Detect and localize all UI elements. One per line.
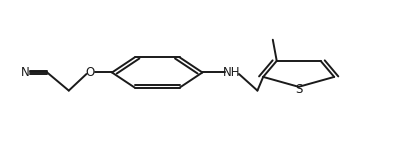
Text: O: O [86,66,95,79]
Text: NH: NH [223,66,241,79]
Text: S: S [296,83,303,96]
Text: N: N [21,66,30,79]
